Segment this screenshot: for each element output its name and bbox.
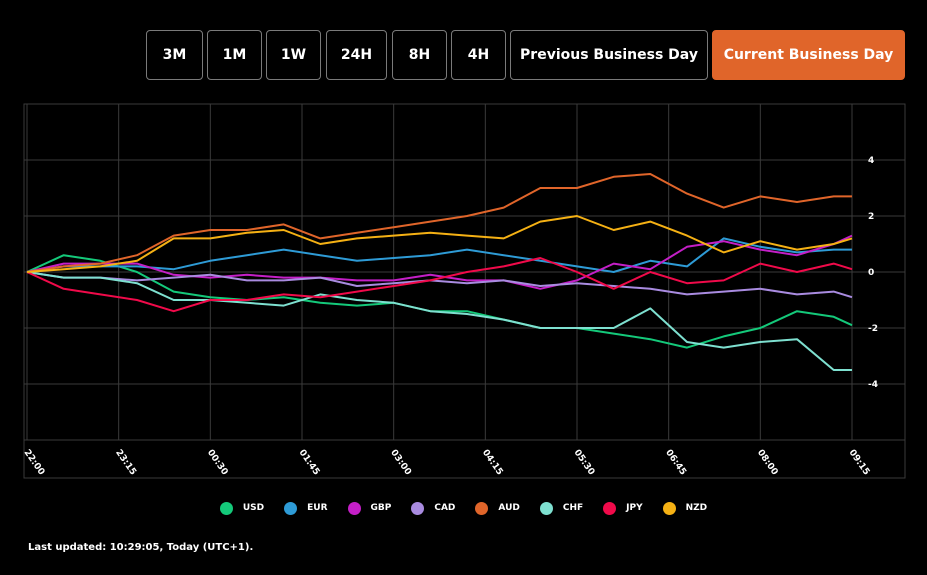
y-tick-label: 2 (868, 212, 874, 222)
legend-label: USD (242, 503, 265, 513)
legend-swatch (284, 501, 298, 515)
legend-item-nzd[interactable]: NZD (662, 501, 708, 515)
legend-item-jpy[interactable]: JPY (603, 501, 643, 515)
series-line-cad[interactable] (26, 271, 853, 299)
plot-frame (23, 103, 906, 479)
timeframe-toolbar: 3M 1M 1W 24H 8H 4H Previous Business Day… (0, 30, 927, 82)
legend-item-cad[interactable]: CAD (411, 501, 456, 515)
series-line-gbp[interactable] (26, 234, 853, 290)
y-tick-label: -4 (868, 380, 878, 390)
legend-item-usd[interactable]: USD (219, 501, 265, 515)
legend-label: CAD (434, 503, 456, 513)
series-line-aud[interactable] (26, 173, 852, 273)
current-business-day-button[interactable]: Current Business Day (712, 30, 905, 80)
legend-label: EUR (307, 503, 328, 513)
series-line-jpy[interactable] (26, 257, 853, 313)
legend-item-chf[interactable]: CHF (539, 501, 584, 515)
x-tick-label: 03:00 (388, 448, 413, 477)
legend-swatch (662, 501, 676, 515)
series-line-usd[interactable] (26, 254, 853, 349)
x-tick-label: 06:45 (663, 448, 688, 477)
timeframe-1w-button[interactable]: 1W (266, 30, 321, 80)
legend-item-eur[interactable]: EUR (284, 501, 328, 515)
legend-swatch (347, 501, 361, 515)
x-tick-label: 00:30 (205, 448, 230, 477)
legend-swatch (475, 501, 489, 515)
series-lines (26, 173, 853, 371)
x-tick-label: 22:00 (22, 448, 47, 477)
legend-item-gbp[interactable]: GBP (347, 501, 392, 515)
x-tick-label: 08:00 (755, 448, 780, 477)
legend-label: AUD (498, 503, 520, 513)
y-tick-label: 4 (868, 156, 874, 166)
legend: USD EUR GBP CAD AUD CHF JPY NZD (0, 499, 927, 517)
legend-swatch (539, 501, 553, 515)
series-line-nzd[interactable] (26, 215, 853, 273)
line-chart: 4 2 0 -2 -4 22:00 23:15 00:30 01:45 03:00 04:15 05:… (22, 103, 906, 479)
y-tick-label: 0 (868, 268, 874, 278)
series-line-eur[interactable] (26, 237, 852, 273)
legend-swatch (411, 501, 425, 515)
legend-label: NZD (685, 503, 708, 513)
legend-label: CHF (562, 503, 584, 513)
timeframe-4h-button[interactable]: 4H (451, 30, 506, 80)
x-tick-label: 09:15 (847, 448, 872, 477)
legend-swatch (219, 501, 233, 515)
axis-labels: 4 2 0 -2 -4 22:00 23:15 00:30 01:45 03:00 04:15 05:… (22, 156, 878, 477)
timeframe-24h-button[interactable]: 24H (326, 30, 387, 80)
legend-label: JPY (626, 503, 643, 513)
timeframe-8h-button[interactable]: 8H (392, 30, 447, 80)
timeframe-1m-button[interactable]: 1M (207, 30, 262, 80)
x-tick-label: 01:45 (297, 448, 322, 477)
legend-swatch (603, 501, 617, 515)
timeframe-3m-button[interactable]: 3M (146, 30, 203, 80)
last-updated-text: Last updated: 10:29:05, Today (UTC+1). (28, 542, 254, 553)
x-tick-label: 05:30 (572, 448, 597, 477)
previous-business-day-button[interactable]: Previous Business Day (510, 30, 708, 80)
x-tick-label: 23:15 (113, 448, 138, 477)
legend-label: GBP (370, 503, 392, 513)
series-line-chf[interactable] (26, 271, 852, 371)
legend-item-aud[interactable]: AUD (475, 501, 520, 515)
y-tick-label: -2 (868, 324, 878, 334)
x-tick-label: 04:15 (480, 448, 505, 477)
